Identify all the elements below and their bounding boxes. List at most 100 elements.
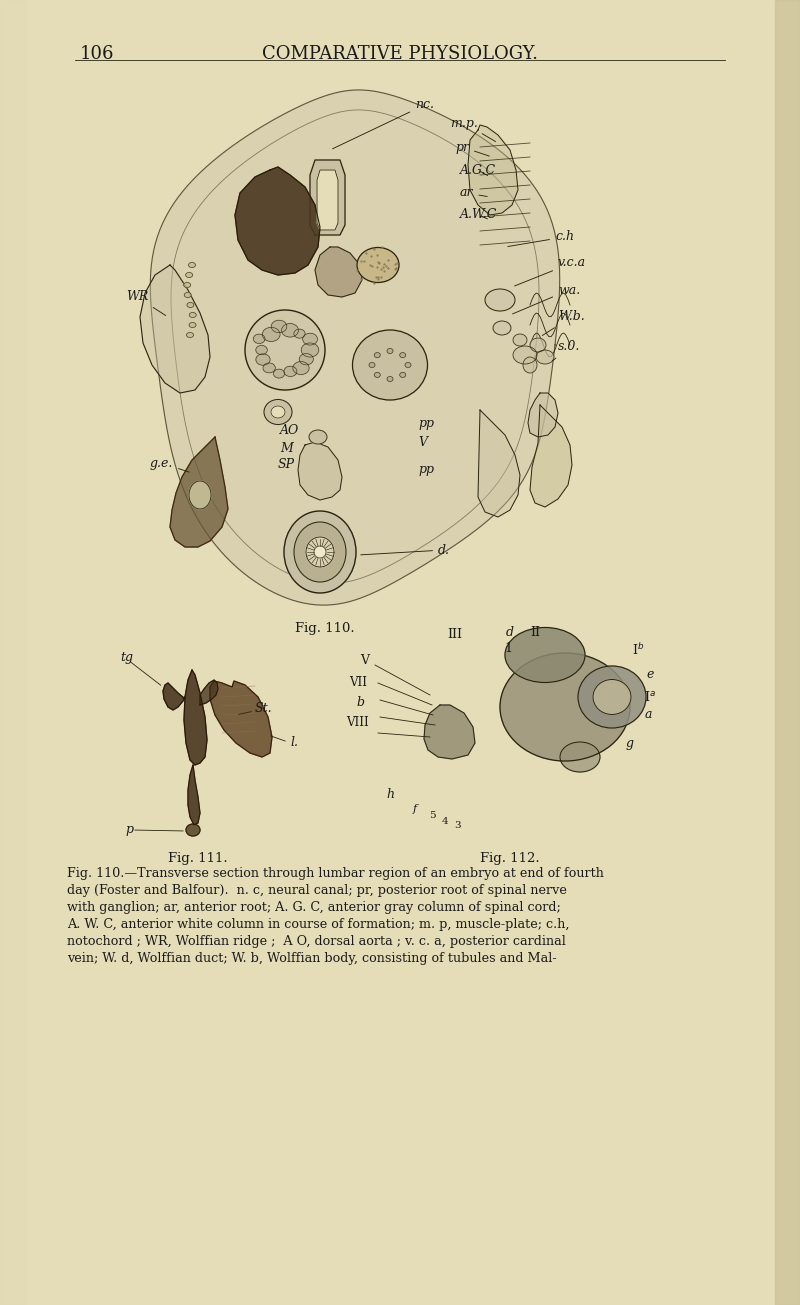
Ellipse shape — [184, 292, 191, 298]
Text: A.G.C: A.G.C — [460, 163, 496, 176]
Polygon shape — [315, 247, 362, 298]
Ellipse shape — [530, 338, 546, 352]
Text: Fig. 110.—Transverse section through lumbar region of an embryo at end of fourth: Fig. 110.—Transverse section through lum… — [67, 867, 604, 880]
Ellipse shape — [505, 628, 585, 683]
Ellipse shape — [560, 743, 600, 773]
Ellipse shape — [357, 248, 399, 282]
Ellipse shape — [271, 320, 287, 333]
Text: III: III — [447, 629, 462, 642]
Text: I$^a$: I$^a$ — [644, 690, 656, 703]
Ellipse shape — [284, 512, 356, 592]
Text: day (Foster and Balfour).  n. c, neural canal; pr, posterior root of spinal nerv: day (Foster and Balfour). n. c, neural c… — [67, 883, 567, 897]
Polygon shape — [235, 167, 320, 275]
Ellipse shape — [187, 303, 194, 308]
Ellipse shape — [513, 334, 527, 346]
Ellipse shape — [184, 282, 190, 287]
Text: pp: pp — [418, 416, 434, 429]
Ellipse shape — [284, 367, 297, 377]
Polygon shape — [200, 680, 218, 705]
Text: e: e — [646, 668, 654, 681]
Ellipse shape — [301, 343, 318, 358]
Text: tg: tg — [120, 650, 133, 663]
Ellipse shape — [264, 399, 292, 424]
Ellipse shape — [513, 346, 537, 364]
Text: St.: St. — [255, 702, 273, 715]
Ellipse shape — [299, 354, 314, 365]
Ellipse shape — [186, 333, 194, 338]
Ellipse shape — [387, 348, 393, 354]
Ellipse shape — [500, 652, 630, 761]
Text: V: V — [418, 436, 427, 449]
Ellipse shape — [369, 363, 375, 368]
Ellipse shape — [314, 545, 326, 559]
Text: notochord ; WR, Wolffian ridge ;  A O, dorsal aorta ; v. c. a, posterior cardina: notochord ; WR, Wolffian ridge ; A O, do… — [67, 934, 566, 947]
Text: WR: WR — [126, 291, 166, 316]
Ellipse shape — [189, 482, 211, 509]
Ellipse shape — [353, 330, 427, 401]
Text: h: h — [386, 788, 394, 801]
Ellipse shape — [186, 273, 193, 278]
Ellipse shape — [578, 666, 646, 728]
Ellipse shape — [294, 329, 305, 338]
Ellipse shape — [302, 333, 318, 345]
Polygon shape — [298, 442, 342, 500]
Ellipse shape — [485, 288, 515, 311]
Text: with ganglion; ar, anterior root; A. G. C, anterior gray column of spinal cord;: with ganglion; ar, anterior root; A. G. … — [67, 900, 561, 914]
Text: ar: ar — [460, 187, 487, 200]
Ellipse shape — [523, 358, 537, 373]
Ellipse shape — [400, 372, 406, 377]
Ellipse shape — [282, 324, 298, 337]
Text: wa.: wa. — [513, 283, 580, 315]
Polygon shape — [424, 705, 475, 760]
Text: f: f — [413, 804, 417, 814]
Text: 4: 4 — [442, 817, 448, 826]
Text: 1: 1 — [504, 642, 512, 655]
Text: A. W. C, anterior white column in course of formation; m. p, muscle-plate; c.h,: A. W. C, anterior white column in course… — [67, 917, 570, 930]
Ellipse shape — [493, 321, 511, 335]
Text: a: a — [644, 709, 652, 722]
Polygon shape — [310, 161, 345, 235]
Text: v.c.a: v.c.a — [514, 257, 586, 286]
Polygon shape — [317, 170, 338, 230]
Text: A.W.C: A.W.C — [460, 209, 498, 222]
Ellipse shape — [309, 431, 327, 444]
Text: g.e.: g.e. — [150, 457, 190, 472]
Text: V: V — [361, 654, 370, 667]
Text: 5: 5 — [429, 810, 435, 820]
Polygon shape — [478, 410, 520, 517]
Ellipse shape — [245, 311, 325, 390]
Ellipse shape — [294, 522, 346, 582]
Polygon shape — [468, 125, 518, 215]
Ellipse shape — [387, 377, 393, 381]
Text: II: II — [530, 626, 540, 639]
Ellipse shape — [405, 363, 411, 368]
Polygon shape — [530, 405, 572, 508]
Text: W.b.: W.b. — [542, 311, 585, 335]
Polygon shape — [140, 265, 210, 393]
Text: vein; W. d, Wolffian duct; W. b, Wolffian body, consisting of tubules and Mal-: vein; W. d, Wolffian duct; W. b, Wolffia… — [67, 953, 557, 964]
Polygon shape — [528, 393, 558, 437]
Text: pp: pp — [418, 463, 434, 476]
Text: nc.: nc. — [333, 98, 434, 149]
Text: Fig. 110.: Fig. 110. — [295, 622, 355, 636]
Ellipse shape — [186, 823, 200, 837]
Text: SP: SP — [278, 458, 295, 471]
Text: 3: 3 — [454, 821, 462, 830]
Ellipse shape — [271, 406, 285, 418]
Ellipse shape — [190, 312, 196, 317]
Ellipse shape — [189, 322, 196, 328]
Text: Fig. 112.: Fig. 112. — [480, 852, 540, 865]
Text: 106: 106 — [80, 44, 114, 63]
Ellipse shape — [306, 536, 334, 566]
Text: d.: d. — [361, 543, 450, 556]
Text: d: d — [506, 626, 514, 639]
Text: c.h: c.h — [508, 231, 574, 247]
Ellipse shape — [593, 680, 631, 715]
Text: COMPARATIVE PHYSIOLOGY.: COMPARATIVE PHYSIOLOGY. — [262, 44, 538, 63]
Text: pr: pr — [455, 141, 490, 157]
Ellipse shape — [374, 352, 380, 358]
Ellipse shape — [274, 369, 285, 378]
Ellipse shape — [256, 354, 270, 365]
Text: s.0.: s.0. — [552, 341, 580, 361]
Text: b: b — [356, 696, 364, 709]
